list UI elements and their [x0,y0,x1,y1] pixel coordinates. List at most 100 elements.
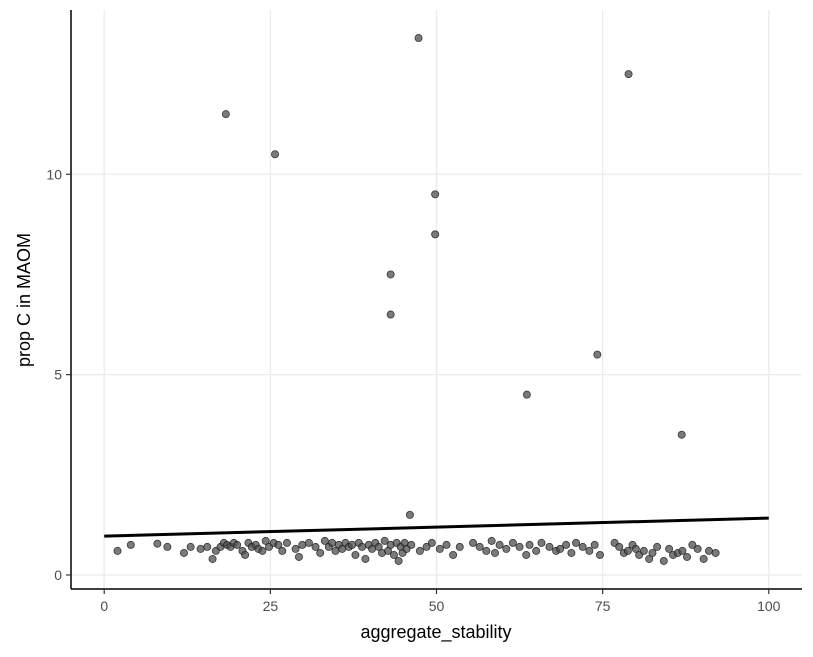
data-point [405,510,414,519]
data-point [482,546,491,555]
x-tick-label: 75 [595,598,611,614]
data-point [593,350,602,359]
data-point [624,70,633,79]
data-point [585,546,594,555]
data-point [196,544,205,553]
x-axis-title: aggregate_stability [360,622,511,643]
data-point [567,548,576,557]
data-point [704,546,713,555]
data-point [522,390,531,399]
data-point [113,546,122,555]
data-point [639,546,648,555]
data-point [348,540,357,549]
data-point [442,540,451,549]
data-point [556,544,565,553]
data-point [623,546,632,555]
data-point [699,554,708,563]
data-point [678,546,687,555]
data-point [271,150,280,159]
data-point [351,550,360,559]
data-point [374,542,383,551]
data-point [361,554,370,563]
data-point [578,542,587,551]
data-point [186,542,195,551]
data-point [328,538,337,547]
data-point [455,542,464,551]
data-point [278,546,287,555]
data-point [590,540,599,549]
data-point [380,536,389,545]
data-point [595,550,604,559]
data-point [653,542,662,551]
data-point [221,110,230,119]
data-point [545,542,554,551]
data-point [126,540,135,549]
data-point [435,544,444,553]
data-point [631,544,640,553]
data-point [572,538,581,547]
data-point [208,554,217,563]
data-point [179,548,188,557]
data-point [688,540,697,549]
data-point [495,540,504,549]
data-point [659,556,668,565]
data-point [274,540,283,549]
axis-ticks: 0 25 50 75 100 0 5 10 [46,166,780,614]
data-point [386,310,395,319]
y-tick-label: 10 [46,166,62,182]
data-point [415,546,424,555]
x-tick-label: 100 [757,598,781,614]
data-point [427,538,436,547]
y-tick-label: 5 [54,367,62,383]
data-point [163,542,172,551]
data-point [645,554,654,563]
data-point [469,538,478,547]
grid-lines [71,10,802,589]
x-tick-label: 25 [263,598,279,614]
data-point [153,539,162,548]
data-point [294,552,303,561]
regression-line [104,516,769,538]
data-point [711,548,720,557]
data-point [487,536,496,545]
data-point [258,546,267,555]
data-point [515,542,524,551]
data-point [615,542,624,551]
y-tick-label: 0 [54,567,62,583]
data-point [414,34,423,43]
data-point [298,540,307,549]
data-point [389,550,398,559]
data-point [683,552,692,561]
data-point [525,540,534,549]
x-tick-label: 0 [100,598,108,614]
data-point [386,270,395,279]
data-point [311,542,320,551]
data-point [490,548,499,557]
data-point [537,538,546,547]
data-point [203,542,212,551]
data-point [394,556,403,565]
data-point [522,550,531,559]
data-point [358,542,367,551]
data-point [291,544,300,553]
data-point [261,536,270,545]
data-point [431,190,440,199]
data-point [532,546,541,555]
data-point [241,550,250,559]
data-point [475,542,484,551]
data-point [407,540,416,549]
data-point [502,544,511,553]
data-point [677,430,686,439]
data-point [320,536,329,545]
data-point [304,538,313,547]
data-point [449,550,458,559]
data-point [562,540,571,549]
data-point [693,544,702,553]
data-point [665,544,674,553]
data-points [113,34,720,565]
data-point [431,230,440,239]
x-tick-label: 50 [429,598,445,614]
data-point [508,538,517,547]
y-axis-title: prop C in MAOM [14,233,34,367]
